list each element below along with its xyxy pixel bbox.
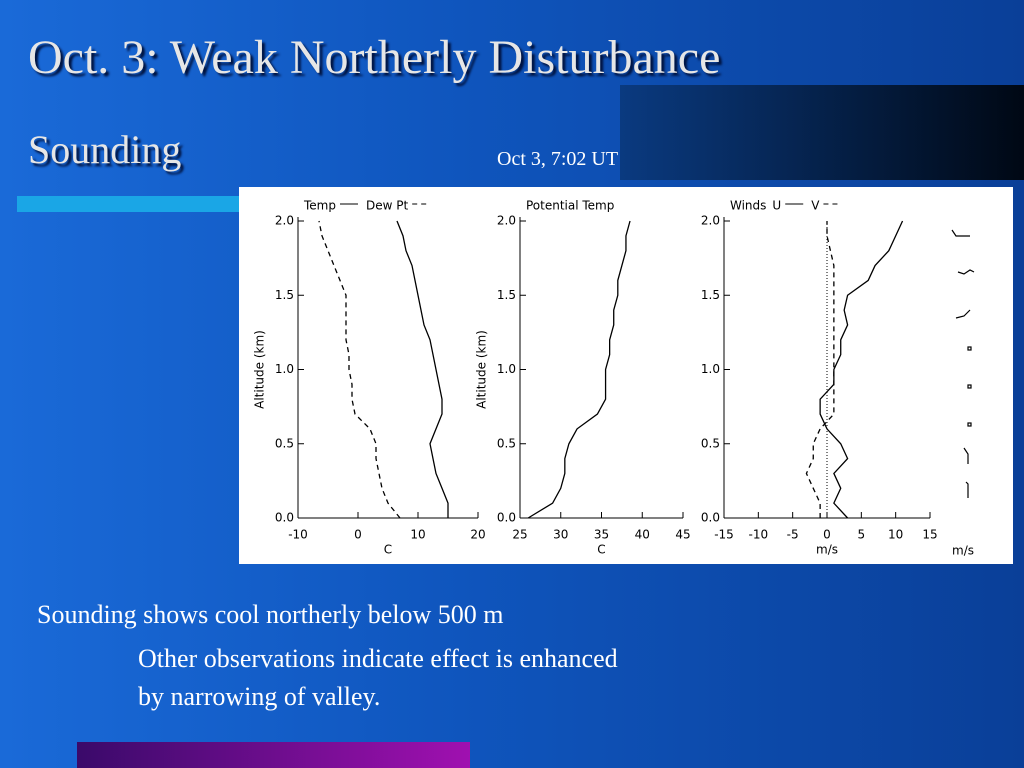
x-tick-label: -15 (714, 528, 734, 542)
x-tick-label: 0 (354, 528, 362, 542)
barb-unit: m/s (952, 544, 974, 558)
dark-band (620, 85, 1024, 180)
y-tick-label: 2.0 (497, 214, 516, 228)
y-tick-label: 1.0 (497, 362, 516, 376)
y-axis-label: Altitude (km) (475, 330, 489, 409)
legend-label: V (811, 199, 820, 213)
body-text: Other observations indicate effect is en… (138, 644, 618, 711)
y-tick-label: 2.0 (701, 214, 720, 228)
y-tick-label: 0.0 (497, 511, 516, 525)
profile-line (819, 220, 904, 519)
chart-title: Winds (730, 199, 766, 213)
x-axis-label: C (384, 543, 392, 557)
caption: Oct 3, 7:02 UT (497, 148, 619, 170)
chart-title: Potential Temp (526, 199, 614, 213)
y-tick-label: 0.5 (497, 436, 516, 450)
x-tick-label: 5 (858, 528, 866, 542)
x-tick-label: 15 (922, 528, 937, 542)
x-tick-label: 25 (512, 528, 527, 542)
x-tick-label: -10 (288, 528, 308, 542)
purple-bar (77, 742, 470, 768)
x-tick-label: 10 (410, 528, 425, 542)
y-tick-label: 1.0 (275, 362, 294, 376)
y-tick-label: 1.5 (701, 288, 720, 302)
y-axis-label: Altitude (km) (253, 330, 267, 409)
x-tick-label: 35 (594, 528, 609, 542)
x-tick-label: -10 (749, 528, 769, 542)
slide-title: Oct. 3: Weak Northerly Disturbance (28, 31, 721, 84)
x-tick-label: 20 (470, 528, 485, 542)
legend-label: U (772, 199, 781, 213)
x-axis-label: C (597, 543, 605, 557)
legend-label: Temp (303, 199, 336, 213)
body-text: Sounding shows cool northerly below 500 … (37, 600, 504, 629)
y-tick-label: 1.0 (701, 362, 720, 376)
wind-barbs (951, 229, 975, 498)
y-tick-label: 0.5 (701, 436, 720, 450)
profile-line (527, 220, 631, 519)
x-tick-label: 0 (823, 528, 831, 542)
y-tick-label: 0.0 (275, 511, 294, 525)
x-axis-label: m/s (816, 543, 838, 557)
y-tick-label: 1.5 (497, 288, 516, 302)
y-tick-label: 2.0 (275, 214, 294, 228)
y-tick-label: 0.5 (275, 436, 294, 450)
x-tick-label: 10 (888, 528, 903, 542)
slide-subtitle: Sounding (28, 127, 182, 172)
x-tick-label: 30 (553, 528, 568, 542)
x-tick-label: -5 (787, 528, 799, 542)
profile-line (396, 220, 449, 518)
y-tick-label: 1.5 (275, 288, 294, 302)
x-tick-label: 40 (635, 528, 650, 542)
x-tick-label: 45 (675, 528, 690, 542)
accent-bar (17, 196, 247, 212)
profile-line (318, 220, 401, 519)
y-tick-label: 0.0 (701, 511, 720, 525)
legend-label: Dew Pt (366, 199, 408, 213)
